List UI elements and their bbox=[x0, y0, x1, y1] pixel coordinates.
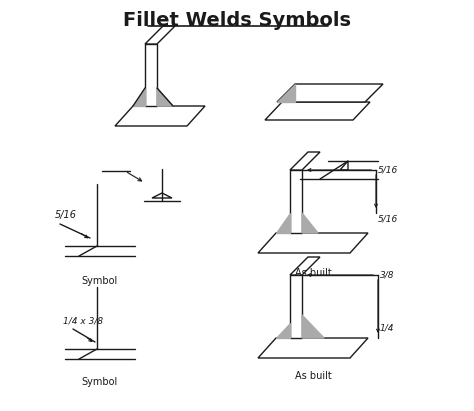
Text: 3/8: 3/8 bbox=[380, 270, 394, 279]
Polygon shape bbox=[290, 257, 320, 275]
Text: Symbol: Symbol bbox=[82, 276, 118, 286]
Polygon shape bbox=[258, 233, 368, 253]
Polygon shape bbox=[115, 106, 205, 126]
Polygon shape bbox=[290, 170, 302, 233]
Polygon shape bbox=[145, 44, 157, 106]
Polygon shape bbox=[265, 102, 370, 120]
Polygon shape bbox=[157, 88, 173, 106]
Polygon shape bbox=[145, 26, 175, 44]
Text: 1/4 x 3/8: 1/4 x 3/8 bbox=[63, 316, 103, 325]
Polygon shape bbox=[302, 213, 318, 233]
Polygon shape bbox=[276, 213, 290, 233]
Polygon shape bbox=[276, 323, 290, 338]
Polygon shape bbox=[277, 84, 383, 102]
Text: 5/16: 5/16 bbox=[55, 210, 77, 220]
Polygon shape bbox=[302, 315, 324, 338]
Polygon shape bbox=[290, 275, 302, 338]
Text: As built: As built bbox=[295, 268, 331, 278]
Text: 5/16: 5/16 bbox=[378, 166, 398, 175]
Polygon shape bbox=[133, 88, 145, 106]
Text: 1/4: 1/4 bbox=[380, 323, 394, 332]
Text: 5/16: 5/16 bbox=[378, 215, 398, 224]
Polygon shape bbox=[290, 152, 320, 170]
Text: Symbol: Symbol bbox=[82, 377, 118, 387]
Text: As built: As built bbox=[295, 371, 331, 381]
Polygon shape bbox=[258, 338, 368, 358]
Polygon shape bbox=[277, 84, 295, 102]
Text: Fillet Welds Symbols: Fillet Welds Symbols bbox=[123, 11, 351, 30]
